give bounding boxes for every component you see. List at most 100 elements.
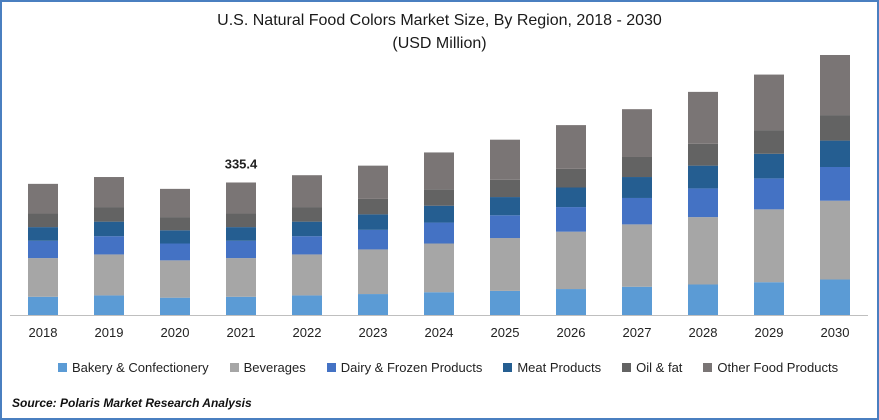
- bar-segment-2024-4: [424, 189, 454, 206]
- bar-segment-2022-1: [292, 254, 322, 296]
- bar-segment-2024-3: [424, 205, 454, 223]
- legend-item: Dairy & Frozen Products: [326, 360, 483, 375]
- bar-segment-2027-0: [622, 286, 652, 315]
- bar-segment-2019-5: [94, 177, 124, 208]
- x-tick-label-2018: 2018: [29, 325, 58, 340]
- bar-segment-2021-1: [226, 258, 256, 297]
- chart-subtitle: (USD Million): [392, 35, 487, 52]
- bar-segment-2028-0: [688, 284, 718, 315]
- bar-segment-2021-0: [226, 296, 256, 315]
- legend-label: Oil & fat: [636, 360, 683, 375]
- legend-swatch: [229, 363, 239, 372]
- bar-segment-2019-0: [94, 295, 124, 315]
- source-note: Source: Polaris Market Research Analysis: [12, 396, 252, 410]
- x-tick-label-2028: 2028: [689, 325, 718, 340]
- bar-segment-2019-3: [94, 221, 124, 237]
- bar-segment-2030-5: [820, 54, 850, 116]
- legend-item: Other Food Products: [703, 360, 838, 375]
- bar-segment-2020-3: [160, 230, 190, 244]
- bar-segment-2020-0: [160, 297, 190, 315]
- bar-segment-2021-3: [226, 227, 256, 241]
- bar-segment-2025-1: [490, 238, 520, 291]
- bar-segment-2018-0: [28, 296, 58, 315]
- chart-title: U.S. Natural Food Colors Market Size, By…: [217, 12, 662, 29]
- bar-segment-2029-4: [754, 130, 784, 154]
- bar-segment-2025-5: [490, 139, 520, 180]
- x-tick-label-2023: 2023: [359, 325, 388, 340]
- legend-label: Meat Products: [517, 360, 602, 375]
- bar-segment-2030-4: [820, 115, 850, 141]
- bar-segment-2025-0: [490, 290, 520, 315]
- bar-segment-2022-4: [292, 207, 322, 222]
- x-tick-label-2025: 2025: [491, 325, 520, 340]
- bar-segment-2018-2: [28, 240, 58, 259]
- bar-segment-2029-0: [754, 282, 784, 315]
- bar-segment-2018-1: [28, 258, 58, 297]
- bar-segment-2029-3: [754, 153, 784, 179]
- bar-segment-2020-4: [160, 217, 190, 231]
- bar-segment-2027-2: [622, 197, 652, 225]
- data-label-2021: 335.4: [225, 156, 258, 171]
- bar-segment-2026-5: [556, 125, 586, 169]
- x-tick-label-2020: 2020: [161, 325, 190, 340]
- bar-segment-2022-2: [292, 236, 322, 255]
- bar-segment-2022-0: [292, 295, 322, 315]
- bar-segment-2019-4: [94, 207, 124, 222]
- bar-segment-2022-3: [292, 221, 322, 237]
- bar-segment-2027-3: [622, 177, 652, 198]
- legend-label: Beverages: [243, 360, 306, 375]
- bar-segment-2028-1: [688, 217, 718, 285]
- x-tick-label-2022: 2022: [293, 325, 322, 340]
- bar-segment-2030-3: [820, 140, 850, 168]
- bar-segment-2024-0: [424, 292, 454, 315]
- bar-segment-2025-3: [490, 197, 520, 216]
- bar-segment-2022-5: [292, 175, 322, 208]
- x-tick-label-2029: 2029: [755, 325, 784, 340]
- legend-item: Beverages: [229, 360, 306, 375]
- legend-item: Oil & fat: [622, 360, 682, 375]
- x-tick-label-2030: 2030: [821, 325, 850, 340]
- bar-segment-2024-1: [424, 243, 454, 293]
- bar-segment-2021-4: [226, 213, 256, 228]
- bar-segment-2029-2: [754, 178, 784, 210]
- bar-segment-2023-5: [358, 165, 388, 199]
- legend-swatch: [503, 363, 513, 372]
- bar-segment-2018-4: [28, 213, 58, 228]
- legend-swatch: [622, 363, 632, 372]
- legend-item: Bakery & Confectionery: [58, 360, 209, 375]
- bar-segment-2023-1: [358, 249, 388, 295]
- bar-segment-2023-4: [358, 198, 388, 215]
- stacked-bar-chart: 2018 2019 2020 2021 335.4 2022 2023 2024 2025 202…: [10, 54, 868, 340]
- x-tick-label-2019: 2019: [95, 325, 124, 340]
- bar-segment-2029-5: [754, 74, 784, 131]
- bar-segment-2030-0: [820, 279, 850, 315]
- bar-segment-2030-1: [820, 200, 850, 280]
- bar-segment-2018-5: [28, 183, 58, 214]
- bar-segment-2023-0: [358, 294, 388, 315]
- chart-legend: Bakery & Confectionery Beverages Dairy & F…: [58, 360, 859, 375]
- bar-segment-2020-1: [160, 260, 190, 298]
- bar-segment-2030-2: [820, 167, 850, 201]
- bar-segment-2026-4: [556, 168, 586, 188]
- bar-segment-2021-2: [226, 240, 256, 259]
- legend-swatch: [703, 363, 713, 372]
- bar-segment-2027-4: [622, 156, 652, 178]
- legend-label: Dairy & Frozen Products: [340, 360, 483, 375]
- bar-segment-2025-4: [490, 179, 520, 198]
- bar-segment-2024-2: [424, 222, 454, 244]
- x-tick-label-2027: 2027: [623, 325, 652, 340]
- legend-swatch: [58, 363, 67, 372]
- bar-segment-2026-1: [556, 231, 586, 290]
- bar-segment-2028-2: [688, 188, 718, 218]
- bar-segment-2019-2: [94, 236, 124, 255]
- bar-segment-2024-5: [424, 152, 454, 190]
- bar-segment-2019-1: [94, 254, 124, 296]
- bar-segment-2028-3: [688, 165, 718, 189]
- bar-segment-2026-2: [556, 207, 586, 232]
- x-tick-label-2024: 2024: [425, 325, 454, 340]
- bar-segment-2018-3: [28, 227, 58, 241]
- bar-segment-2020-2: [160, 243, 190, 261]
- bar-segment-2023-2: [358, 229, 388, 250]
- x-tick-label-2021: 2021: [227, 325, 256, 340]
- legend-label: Other Food Products: [717, 360, 839, 375]
